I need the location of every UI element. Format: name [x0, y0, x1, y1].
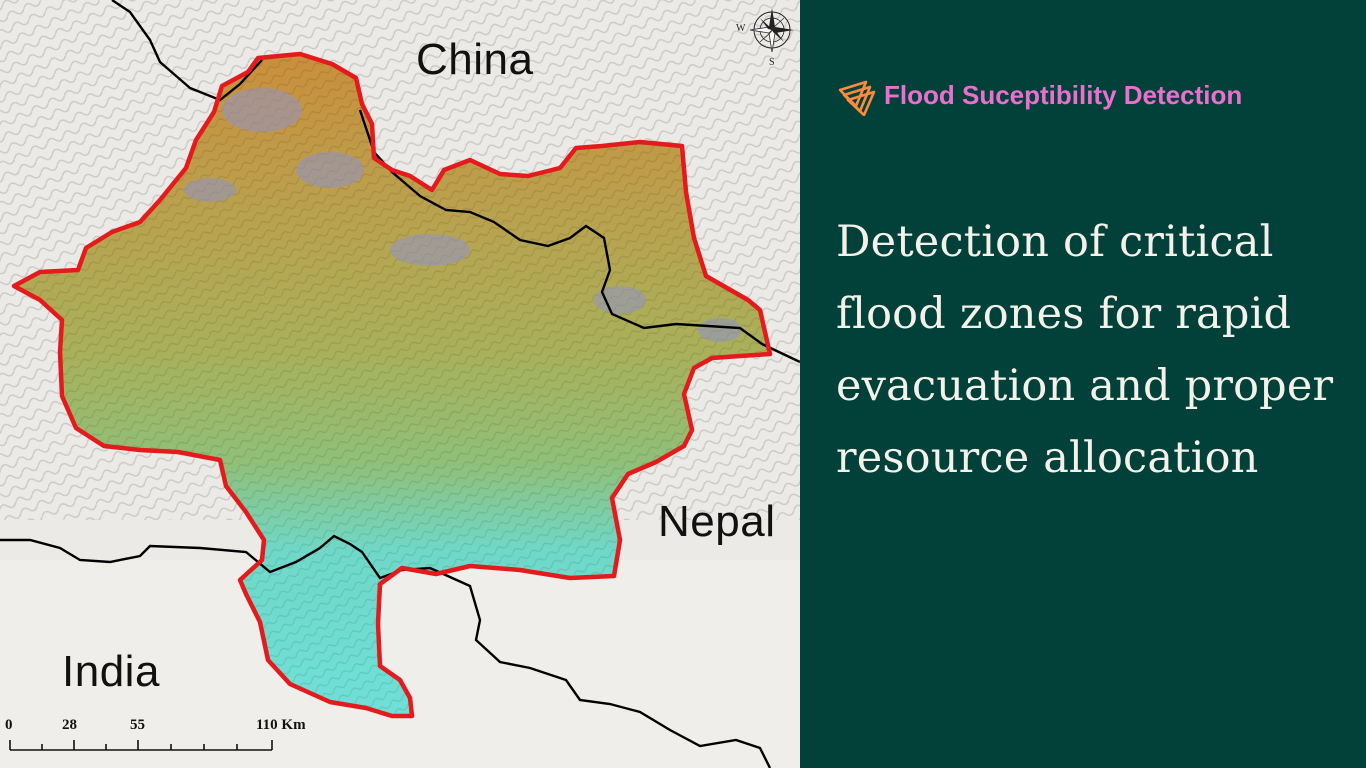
compass-west-label: W	[736, 23, 746, 34]
headline: Detection of critical flood zones for ra…	[836, 217, 1334, 483]
map-graphic	[0, 0, 800, 768]
country-label-india: India	[62, 647, 160, 696]
compass-rose: W S	[736, 4, 800, 68]
scale-tick-0: 0	[5, 717, 13, 733]
country-label-china: China	[416, 35, 534, 84]
compass-south-label: S	[769, 57, 775, 68]
study-area-boundary	[11, 51, 773, 719]
plains-background	[0, 560, 800, 768]
scale-bar: 0 28 55 110 Km	[0, 716, 330, 760]
terrain-map: China Nepal India W S 0 28 55 110 K	[0, 0, 800, 768]
scale-bar-graphic	[9, 740, 273, 751]
text-panel: Flood Suceptibility Detection Detection …	[800, 0, 1366, 768]
scale-tick-110: 110 Km	[256, 717, 306, 733]
compass-rose-icon	[749, 8, 794, 53]
country-label-nepal: Nepal	[658, 497, 776, 546]
scale-tick-28: 28	[62, 717, 77, 733]
brand-header: Flood Suceptibility Detection	[836, 74, 1242, 116]
stacked-triangles-logo-icon	[838, 80, 876, 116]
international-border	[111, 0, 800, 364]
snow-peaks	[184, 88, 742, 342]
brand-title: Flood Suceptibility Detection	[884, 79, 1243, 110]
region-hillshade	[14, 54, 770, 716]
scale-tick-55: 55	[130, 717, 145, 733]
